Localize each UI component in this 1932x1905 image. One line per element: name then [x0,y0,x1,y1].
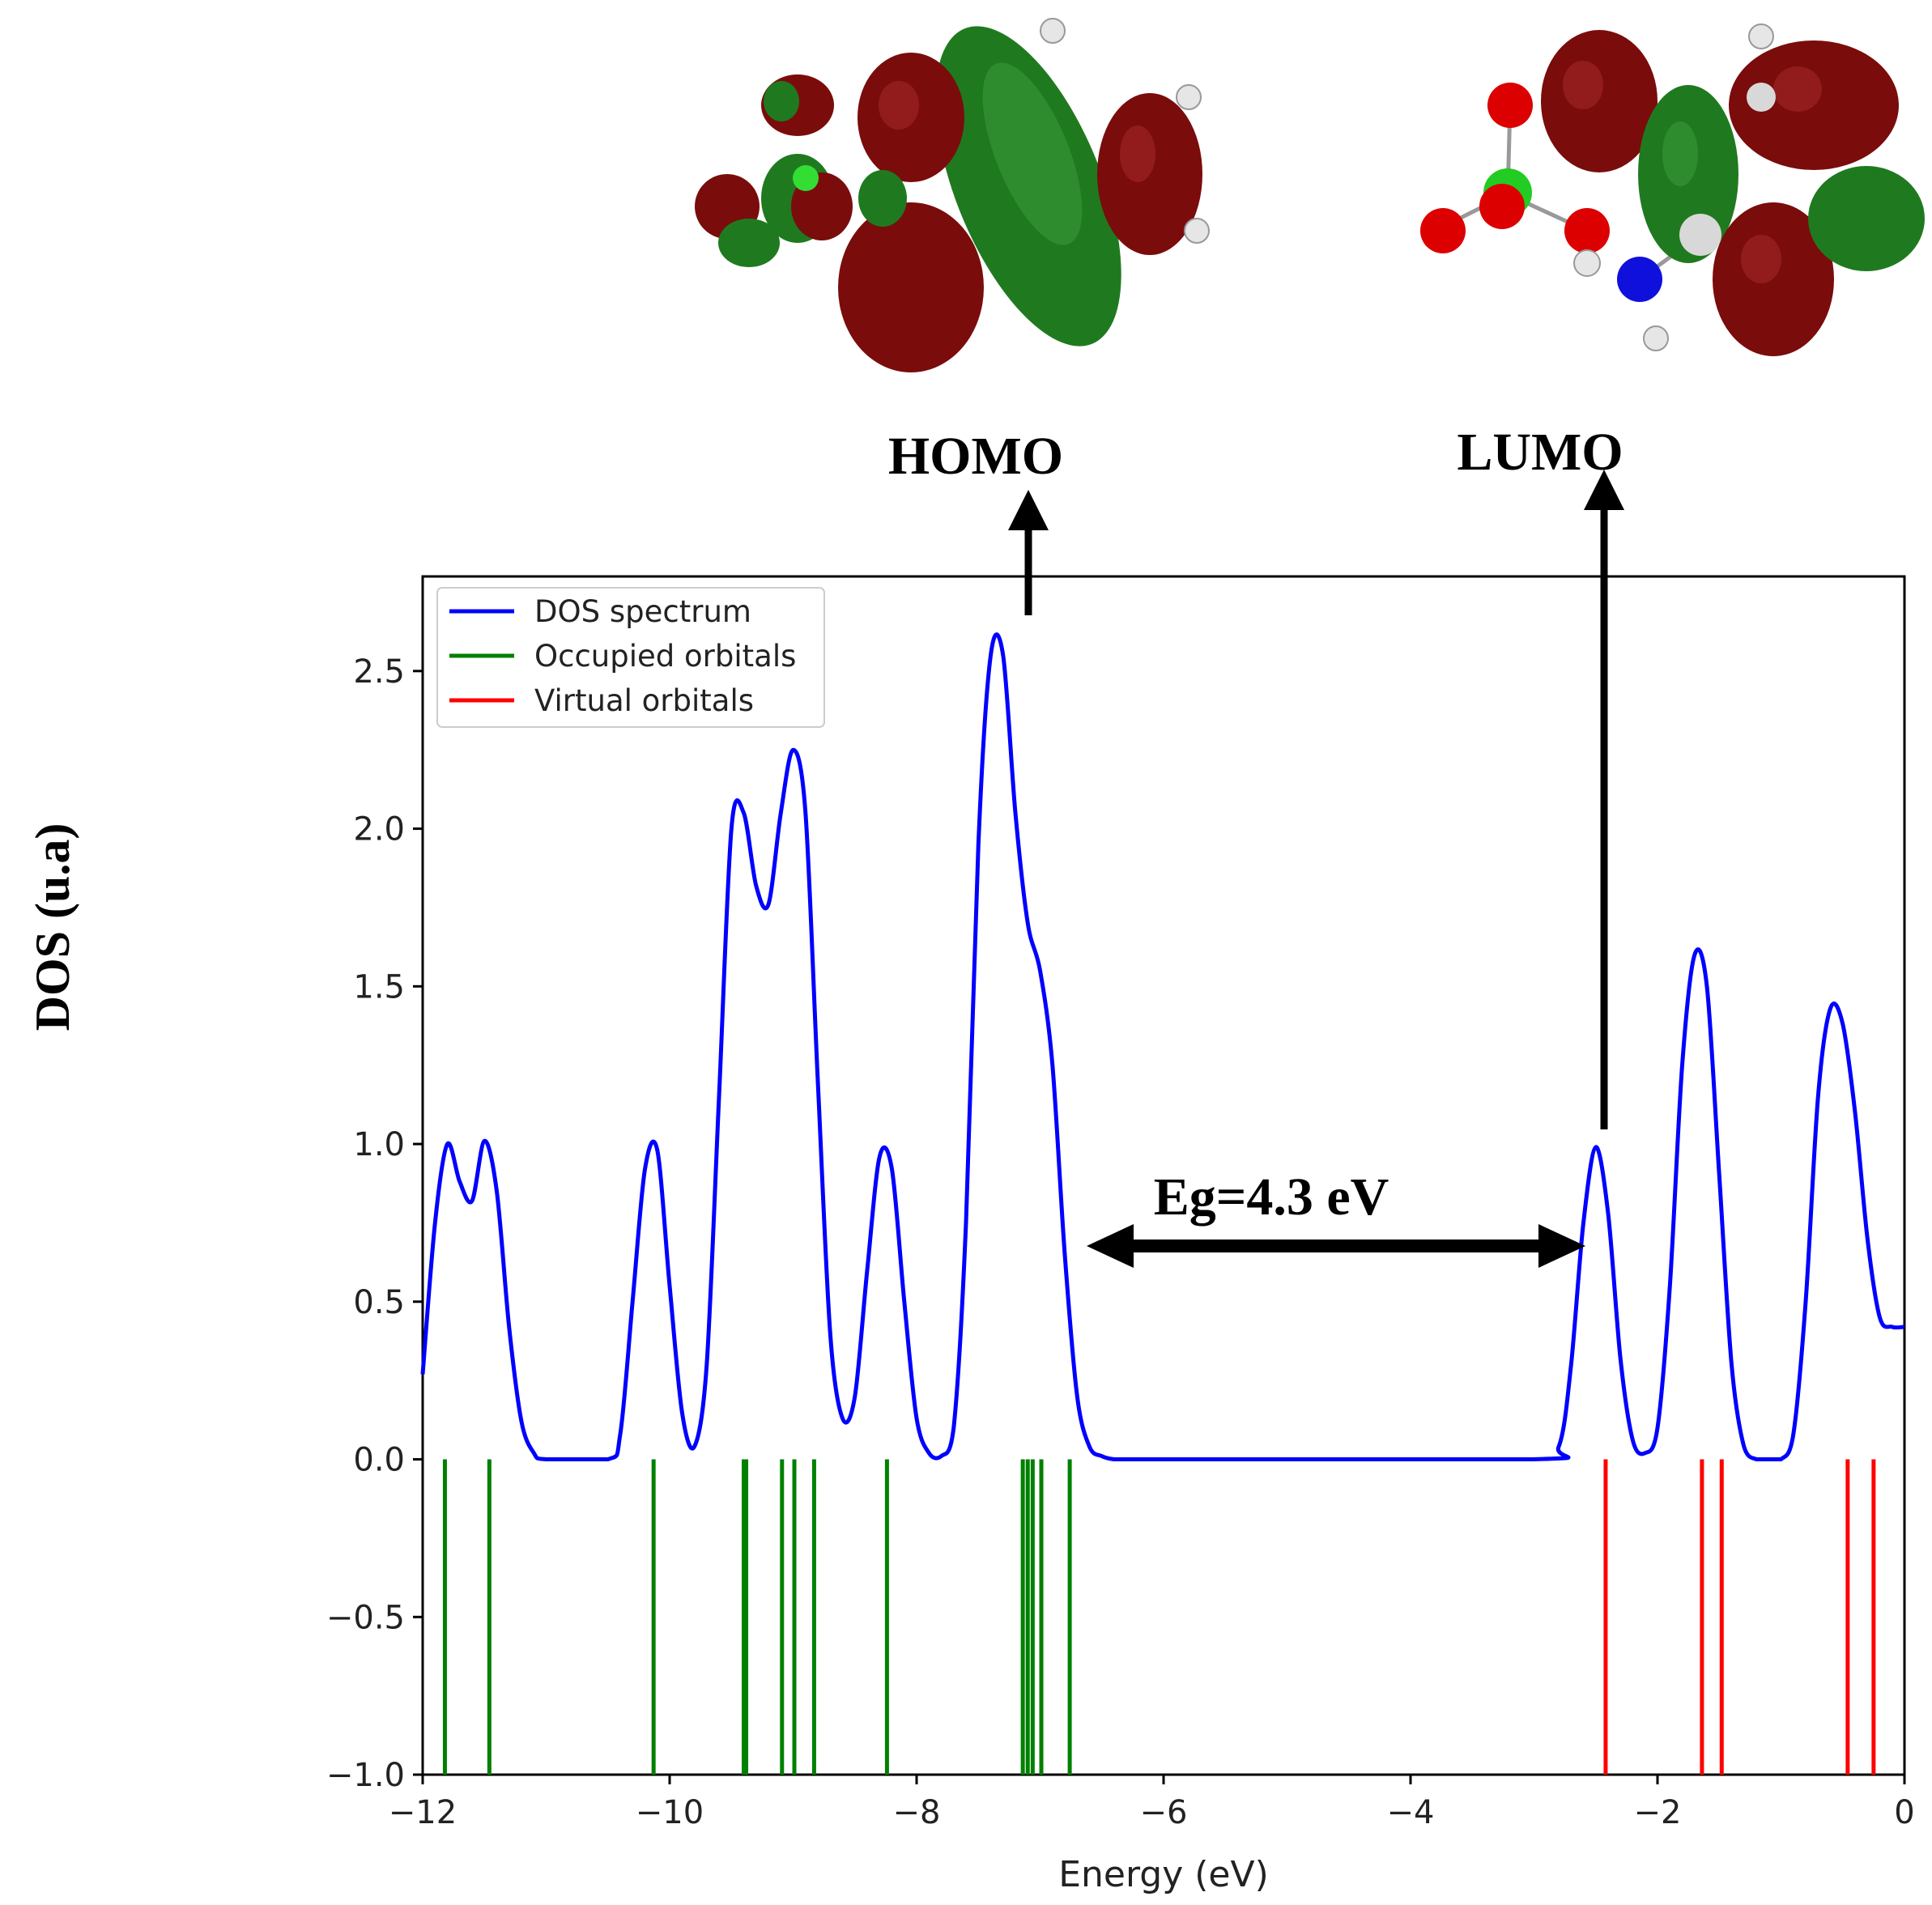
x-axis-ticks: −12 −10 −8 −6 −4 −2 0 [389,1775,1915,1831]
y-tick-label: −1.0 [326,1757,405,1794]
y-tick-label: 2.0 [353,811,405,848]
x-tick-label: −8 [893,1794,941,1831]
orbital-lines [442,1459,1876,1775]
dos-spectrum-line [420,632,1905,1462]
x-tick-label: −12 [389,1794,457,1831]
y-tick-label: 0.0 [353,1442,405,1479]
homo-label: HOMO [888,427,1063,486]
legend-label-occupied: Occupied orbitals [534,639,796,674]
lumo-label: LUMO [1457,423,1623,482]
x-tick-label: −4 [1387,1794,1435,1831]
y-tick-label: 2.5 [353,653,405,691]
lumo-orbital-image [1420,23,1925,356]
gap-arrow-right-head [1538,1224,1585,1268]
y-tick-label: 1.0 [353,1126,405,1163]
x-tick-label: −2 [1634,1794,1682,1831]
gap-arrow-left-head [1087,1224,1134,1268]
homo-arrow-head [1008,490,1049,530]
gap-annotation: Eg=4.3 eV [1087,1167,1585,1268]
y-tick-label: 0.5 [353,1284,405,1321]
lumo-arrow-head [1584,470,1624,510]
gap-label: Eg=4.3 eV [1154,1167,1389,1227]
x-tick-label: −6 [1140,1794,1188,1831]
homo-annotation: HOMO [888,427,1063,615]
legend-label-dos: DOS spectrum [534,594,751,629]
y-axis-ticks: −1.0 −0.5 0.0 0.5 1.0 1.5 2.0 2.5 [326,653,423,1794]
x-axis-label: Energy (eV) [1058,1854,1269,1895]
y-tick-label: 1.5 [353,968,405,1006]
x-tick-label: 0 [1894,1794,1914,1831]
lumo-annotation: LUMO [1457,423,1624,1129]
y-axis-label: DOS (u.a) [26,823,79,1031]
legend-label-virtual: Virtual orbitals [534,683,754,718]
y-tick-label: −0.5 [326,1599,405,1636]
legend-box [436,587,825,728]
legend: DOS spectrum Occupied orbitals Virtual o… [436,587,825,728]
homo-orbital-image [695,18,1210,372]
x-tick-label: −10 [636,1794,704,1831]
